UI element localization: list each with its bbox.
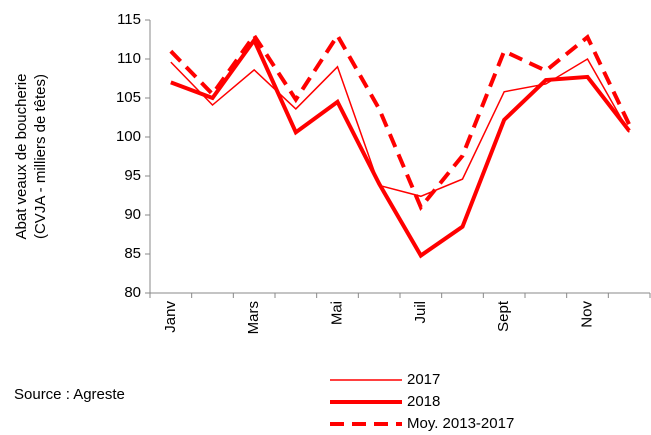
legend-label: 2017 (407, 371, 440, 388)
legend-label: Moy. 2013-2017 (407, 415, 514, 432)
series-line (170, 36, 631, 259)
x-tick-label: Janv (162, 301, 179, 333)
y-tick-label: 80 (124, 284, 141, 301)
x-tick-label: Mai (328, 301, 345, 325)
x-tick-label: Mars (245, 301, 262, 334)
series-line (169, 31, 631, 212)
y-tick-label: 100 (116, 128, 141, 145)
y-axis-label: (CVJA - milliers de têtes) (32, 74, 49, 239)
x-tick-label: Nov (578, 301, 595, 328)
y-tick-label: 90 (124, 206, 141, 223)
y-tick-label: 105 (116, 89, 141, 106)
y-tick-label: 110 (117, 50, 141, 67)
y-tick-label: 95 (124, 167, 141, 184)
y-tick-label: 115 (117, 11, 141, 28)
x-tick-label: Juil (412, 301, 429, 324)
x-tick-label: Sept (495, 300, 512, 332)
y-axis-label: Abat veaux de boucherie (13, 74, 30, 240)
source: Source : Agreste (14, 386, 125, 403)
y-tick-label: 85 (124, 245, 141, 262)
legend-label: 2018 (407, 393, 440, 410)
